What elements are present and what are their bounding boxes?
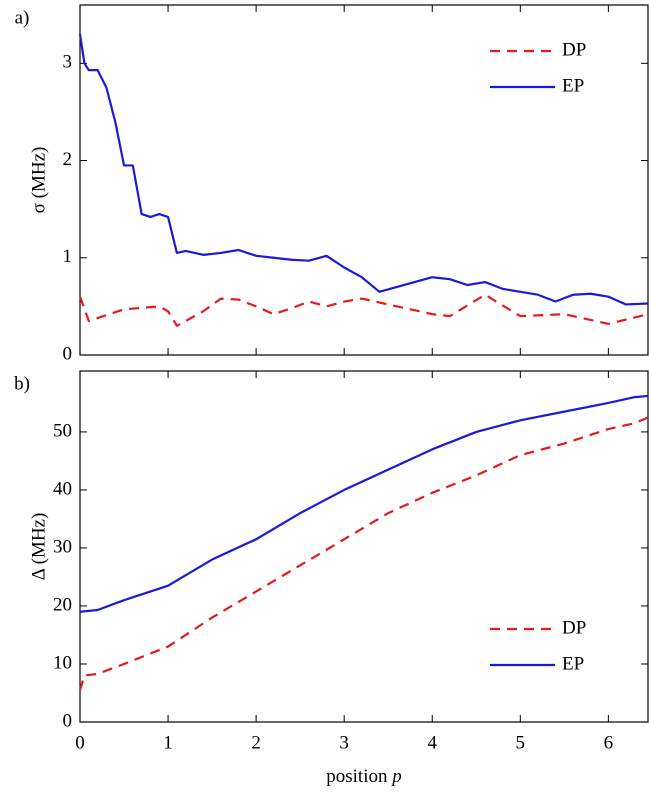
legend-label: DP — [562, 39, 586, 60]
x-tick-label: 4 — [427, 732, 437, 753]
panel-label: b) — [14, 373, 30, 394]
y-tick-label: 0 — [63, 343, 73, 364]
x-tick-label: 6 — [604, 732, 614, 753]
data-line — [78, 293, 649, 327]
legend-label: DP — [562, 617, 586, 638]
y-tick-label: 20 — [53, 594, 72, 615]
x-axis-label-text: position — [326, 766, 388, 787]
y-tick-label: 50 — [53, 420, 72, 441]
plot-frame — [79, 4, 649, 356]
data-line — [78, 34, 649, 306]
x-tick-label: 5 — [516, 732, 526, 753]
x-axis-label: position p — [326, 766, 401, 787]
y-axis-label: σ (MHz) — [28, 147, 49, 214]
y-axis-label: Δ (MHz) — [28, 513, 49, 581]
y-tick-label: 3 — [63, 52, 73, 73]
plot-frame — [79, 370, 649, 723]
y-tick-label: 10 — [53, 652, 72, 673]
y-tick-label: 2 — [63, 149, 73, 170]
y-tick-label: 30 — [53, 536, 72, 557]
data-line — [79, 394, 649, 613]
legend-label: EP — [562, 75, 584, 96]
x-tick-label: 0 — [75, 732, 85, 753]
data-line — [78, 416, 649, 691]
x-tick-label: 2 — [251, 732, 261, 753]
x-tick-label: 3 — [339, 732, 349, 753]
x-tick-label: 1 — [163, 732, 173, 753]
y-tick-label: 40 — [53, 478, 72, 499]
x-axis-label-var: p — [390, 766, 402, 787]
panel-label: a) — [15, 7, 30, 28]
y-tick-label: 0 — [63, 710, 73, 731]
y-tick-label: 1 — [63, 246, 73, 267]
legend-label: EP — [562, 653, 584, 674]
